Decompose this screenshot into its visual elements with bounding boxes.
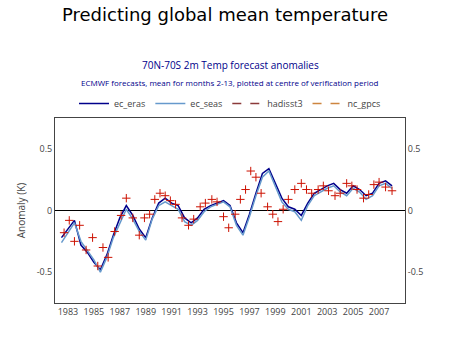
svg-text:0.5: 0.5 bbox=[40, 142, 53, 155]
svg-text:0: 0 bbox=[47, 204, 52, 217]
svg-text:Anomaly (K): Anomaly (K) bbox=[14, 183, 28, 238]
svg-text:1995: 1995 bbox=[213, 305, 234, 318]
svg-text:Predicting global mean tempera: Predicting global mean temperature bbox=[62, 4, 388, 25]
svg-text:0: 0 bbox=[408, 204, 413, 217]
svg-text:2001: 2001 bbox=[291, 305, 312, 318]
svg-text:0.5: 0.5 bbox=[408, 142, 421, 155]
svg-text:1989: 1989 bbox=[135, 305, 156, 318]
svg-text:1985: 1985 bbox=[84, 305, 105, 318]
svg-text:ECMWF forecasts, mean for mont: ECMWF forecasts, mean for months 2-13, p… bbox=[81, 77, 379, 88]
svg-text:-0.5: -0.5 bbox=[408, 265, 424, 278]
svg-text:70N-70S 2m Temp forecast anoma: 70N-70S 2m Temp forecast anomalies bbox=[142, 58, 319, 72]
svg-text:1999: 1999 bbox=[265, 305, 286, 318]
svg-text:1987: 1987 bbox=[110, 305, 131, 318]
svg-text:2007: 2007 bbox=[369, 305, 390, 318]
svg-text:1983: 1983 bbox=[58, 305, 79, 318]
svg-text:2005: 2005 bbox=[343, 305, 364, 318]
svg-text:1991: 1991 bbox=[161, 305, 182, 318]
svg-text:ec_seas: ec_seas bbox=[190, 97, 222, 110]
svg-text:-0.5: -0.5 bbox=[37, 265, 53, 278]
svg-text:nc_gpcs: nc_gpcs bbox=[348, 97, 381, 110]
svg-text:ec_eras: ec_eras bbox=[114, 97, 145, 110]
svg-text:1997: 1997 bbox=[239, 305, 260, 318]
svg-text:2003: 2003 bbox=[317, 305, 338, 318]
svg-text:1993: 1993 bbox=[187, 305, 208, 318]
svg-text:hadisst3: hadisst3 bbox=[267, 97, 302, 110]
